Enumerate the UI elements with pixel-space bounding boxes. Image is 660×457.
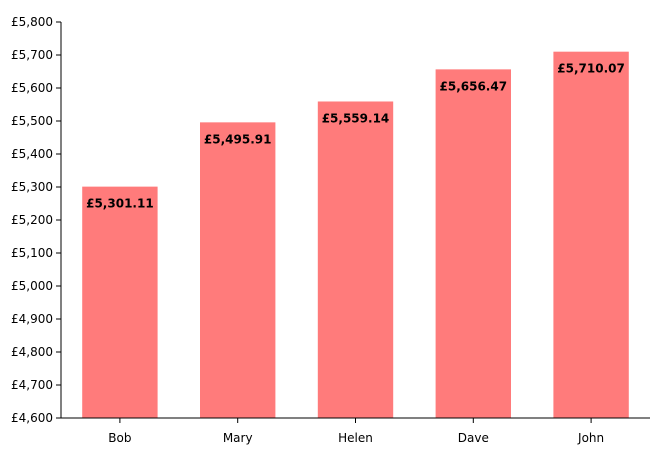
y-tick-label: £5,200 — [11, 213, 53, 227]
y-tick-label: £4,600 — [11, 411, 53, 425]
y-tick-label: £4,800 — [11, 345, 53, 359]
y-tick-label: £5,500 — [11, 114, 53, 128]
bar-data-label: £5,495.91 — [204, 132, 272, 146]
bar-data-label: £5,710.07 — [557, 62, 625, 76]
x-category-label: Dave — [458, 431, 489, 445]
x-category-label: Helen — [338, 431, 373, 445]
x-category-label: Mary — [223, 431, 253, 445]
bar-data-label: £5,656.47 — [440, 79, 508, 93]
y-tick-label: £5,700 — [11, 48, 53, 62]
bar — [82, 186, 158, 418]
bar — [200, 122, 276, 418]
bar-data-label: £5,301.11 — [86, 197, 154, 211]
y-tick-label: £5,800 — [11, 15, 53, 29]
bar — [553, 51, 629, 418]
y-tick-label: £4,700 — [11, 378, 53, 392]
y-tick-label: £5,400 — [11, 147, 53, 161]
y-tick-label: £5,000 — [11, 279, 53, 293]
x-category-label: John — [577, 431, 604, 445]
y-tick-label: £5,300 — [11, 180, 53, 194]
y-tick-label: £4,900 — [11, 312, 53, 326]
bars-group — [82, 51, 629, 419]
bar-data-label: £5,559.14 — [322, 111, 390, 125]
y-axis-ticks: £4,600 £4,700 £4,800 £4,900 £5,000 £5,100 £5,2… — [11, 15, 61, 425]
y-tick-label: £5,600 — [11, 81, 53, 95]
bar — [317, 101, 394, 419]
data-labels-group: £5,301.11 £5,495.91 £5,559.14 £5,656.47 £5,7… — [86, 62, 625, 211]
x-category-label: Bob — [108, 431, 131, 445]
x-axis-labels: Bob Mary Helen Dave John — [108, 418, 604, 445]
bar — [435, 69, 511, 418]
y-tick-label: £5,100 — [11, 246, 53, 260]
